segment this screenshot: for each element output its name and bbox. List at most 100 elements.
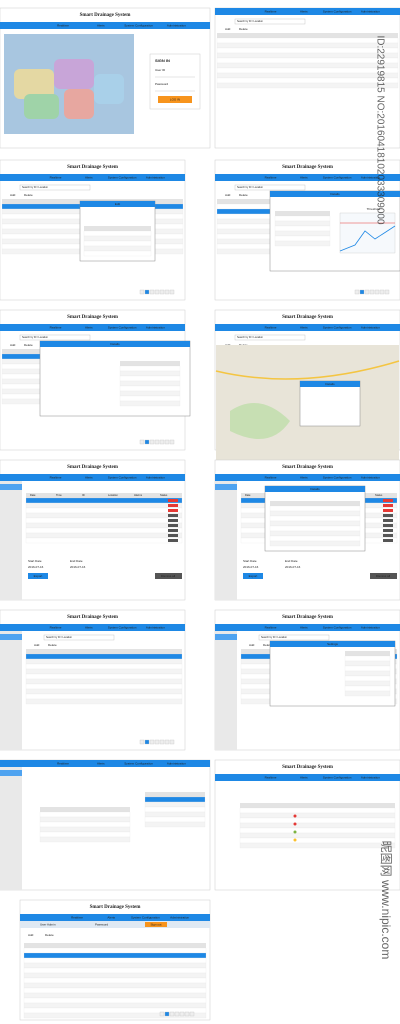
nav-item[interactable]: Alerts [85, 325, 93, 329]
nav-item[interactable]: Administration [361, 175, 380, 179]
add-button[interactable]: Add [225, 193, 231, 197]
nav-item[interactable]: Realtime [71, 915, 83, 919]
nav-item[interactable]: System Configuration [323, 475, 352, 479]
tab[interactable]: User Admin [40, 922, 56, 926]
status-dot [293, 814, 297, 818]
nav-item[interactable]: Administration [146, 175, 165, 179]
page-button [354, 289, 360, 295]
nav-item[interactable]: System Configuration [108, 475, 137, 479]
nav-item[interactable]: System Configuration [124, 23, 153, 27]
nav-item[interactable]: Realtime [50, 475, 62, 479]
table-row [269, 540, 361, 547]
add-button[interactable]: Add [10, 193, 16, 197]
add-button[interactable]: Add [249, 643, 255, 647]
add-button[interactable]: Add [10, 343, 16, 347]
nav-item[interactable]: Alerts [85, 475, 93, 479]
nav-item[interactable]: Realtime [265, 625, 277, 629]
delete-button[interactable]: Delete [239, 343, 248, 347]
dismiss-button[interactable] [370, 573, 397, 579]
nav-item[interactable]: Alerts [300, 625, 308, 629]
nav-item[interactable]: Administration [167, 23, 186, 27]
dismiss-button[interactable] [155, 573, 182, 579]
table-row [23, 1002, 207, 1009]
nav-item[interactable]: Realtime [57, 761, 69, 765]
nav-item[interactable]: System Configuration [323, 175, 352, 179]
search-box [258, 634, 330, 641]
nav-item[interactable]: Realtime [265, 175, 277, 179]
add-button[interactable]: Add [225, 343, 231, 347]
nav-item[interactable]: Alerts [107, 915, 115, 919]
delete-button[interactable]: Delete [263, 643, 272, 647]
page-button [139, 739, 145, 745]
nav-item[interactable]: Alerts [85, 625, 93, 629]
page-button [164, 1011, 170, 1017]
nav-item[interactable]: Alerts [300, 775, 308, 779]
modal-header [270, 191, 400, 197]
delete-button[interactable]: Delete [45, 933, 54, 937]
nav-item[interactable]: Administration [361, 325, 380, 329]
table-row [119, 385, 181, 392]
nav-item[interactable]: Administration [146, 325, 165, 329]
nav-item[interactable]: Administration [167, 761, 186, 765]
nav-item[interactable]: System Configuration [108, 625, 137, 629]
table-row [344, 680, 391, 687]
nav-item[interactable]: System Configuration [131, 915, 160, 919]
nav-item[interactable]: Administration [146, 625, 165, 629]
delete-button[interactable]: Delete [24, 193, 33, 197]
delete-button[interactable]: Delete [24, 343, 33, 347]
add-button[interactable]: Add [225, 27, 231, 31]
nav-item[interactable]: Alerts [300, 325, 308, 329]
login-button[interactable] [158, 96, 192, 103]
nav-item[interactable]: Administration [361, 9, 380, 13]
table-row [83, 235, 152, 242]
delete-button[interactable]: Delete [239, 27, 248, 31]
nav-item[interactable]: System Configuration [323, 325, 352, 329]
nav-item[interactable]: Administration [361, 625, 380, 629]
nav-item[interactable]: Realtime [265, 325, 277, 329]
export-button[interactable] [243, 573, 263, 579]
delete-button[interactable]: Delete [48, 643, 57, 647]
nav-item[interactable]: System Configuration [323, 9, 352, 13]
nav-item[interactable]: Realtime [265, 775, 277, 779]
table-header [217, 33, 398, 38]
nav-item[interactable]: Realtime [50, 175, 62, 179]
nav-item[interactable]: Alerts [300, 175, 308, 179]
nav-item[interactable]: Realtime [50, 625, 62, 629]
table-row [25, 668, 183, 675]
export-button[interactable] [28, 573, 48, 579]
delete-button[interactable]: Delete [239, 193, 248, 197]
nav-item[interactable]: Alerts [300, 9, 308, 13]
table-row [216, 37, 399, 44]
column-header: Time [56, 493, 62, 497]
nav-item[interactable]: System Configuration [323, 625, 352, 629]
status-badge [383, 524, 393, 527]
sign-out-button[interactable] [145, 922, 167, 927]
nav-item[interactable]: System Configuration [108, 325, 137, 329]
nav-item[interactable]: Alerts [97, 761, 105, 765]
nav-item[interactable]: Realtime [265, 475, 277, 479]
nav-item[interactable]: Alerts [85, 175, 93, 179]
nav-item[interactable]: Administration [146, 475, 165, 479]
tab[interactable]: Password [95, 922, 109, 926]
page-button [144, 739, 150, 745]
search-box [19, 334, 91, 341]
nav-item[interactable]: Administration [361, 775, 380, 779]
nav-item[interactable]: Realtime [50, 325, 62, 329]
nav-item[interactable]: Administration [361, 475, 380, 479]
search-input: Search by ID / Location [261, 636, 288, 639]
nav-item[interactable]: Realtime [57, 23, 69, 27]
app-title: Smart Drainage System [282, 465, 334, 470]
table-row [216, 77, 399, 84]
add-button[interactable]: Add [28, 933, 34, 937]
table-row [25, 663, 183, 670]
status-badge [383, 519, 393, 522]
nav-item[interactable]: System Configuration [124, 761, 153, 765]
nav-item[interactable]: System Configuration [323, 775, 352, 779]
nav-item[interactable]: Realtime [265, 9, 277, 13]
add-button[interactable]: Add [34, 643, 40, 647]
nav-item[interactable]: System Configuration [108, 175, 137, 179]
nav-item[interactable]: Alerts [300, 475, 308, 479]
district [24, 94, 59, 119]
nav-item[interactable]: Administration [170, 915, 189, 919]
nav-item[interactable]: Alerts [97, 23, 105, 27]
